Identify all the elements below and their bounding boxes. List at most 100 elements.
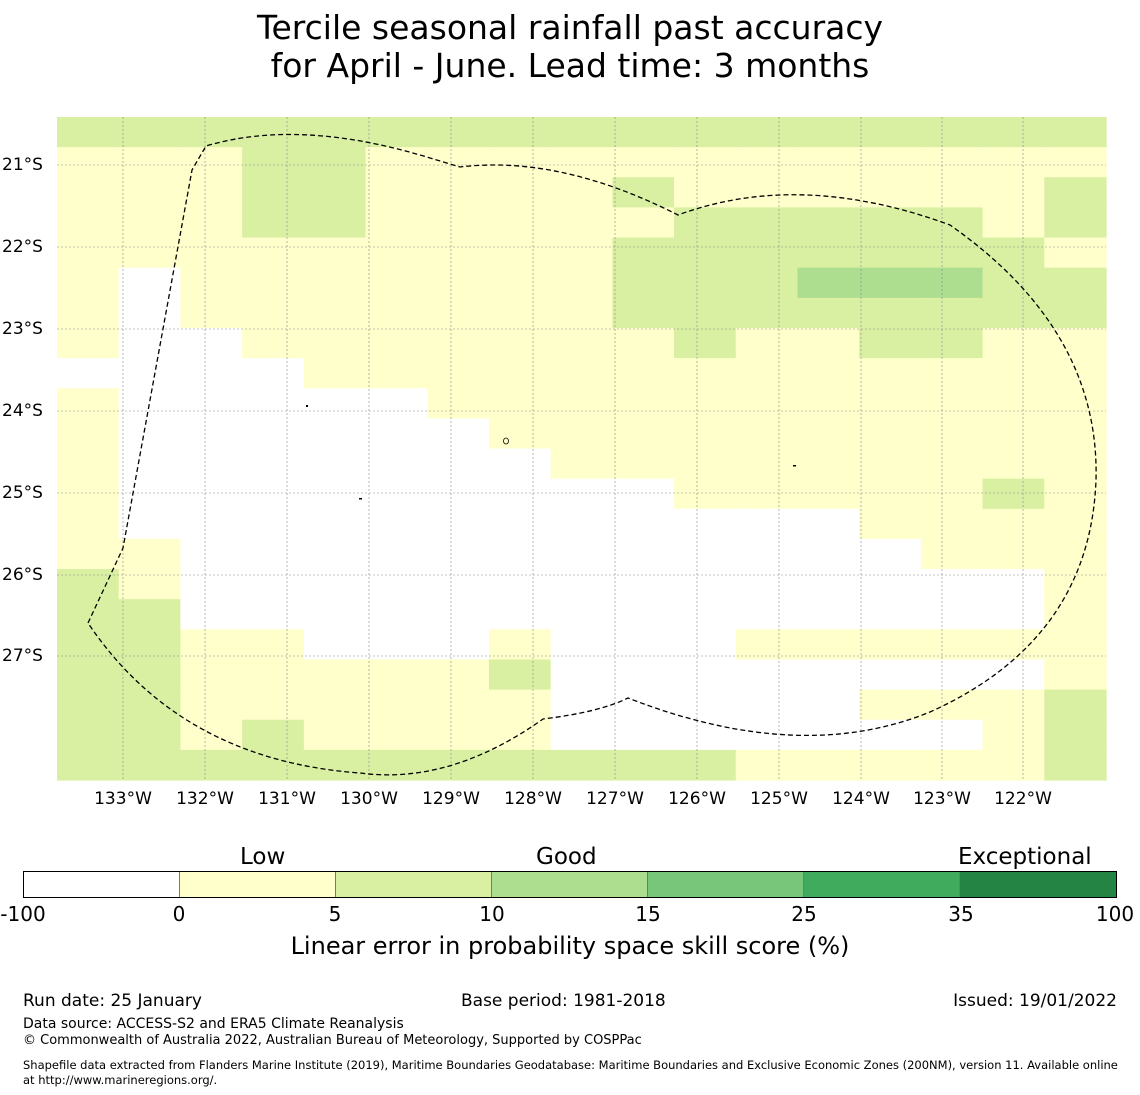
grid-cell: [1044, 297, 1107, 329]
issued-date: Issued: 19/01/2022: [953, 991, 1117, 1011]
grid-cell: [797, 599, 860, 630]
grid-cell: [365, 358, 428, 389]
grid-cell: [550, 207, 613, 239]
grid-cell: [612, 508, 675, 540]
grid-cell: [427, 689, 490, 721]
grid-cell: [735, 508, 799, 540]
grid-cell: [797, 448, 860, 480]
grid-cell: [118, 689, 182, 721]
grid-cell: [57, 388, 120, 419]
grid-cell: [982, 388, 1045, 419]
grid-cell: [303, 297, 367, 329]
grid-cell: [735, 659, 799, 691]
grid-cell: [303, 207, 367, 239]
lon-label: 127°W: [586, 789, 644, 809]
grid-cell: [674, 719, 737, 751]
grid-cell: [674, 177, 737, 209]
grid-cell: [488, 297, 552, 329]
grid-cell: [859, 569, 922, 600]
grid-cell: [859, 629, 922, 661]
grid-cell: [427, 147, 490, 178]
grid-cell: [859, 448, 922, 480]
grid-cell: [797, 418, 860, 450]
lat-label: 21°S: [2, 155, 43, 175]
grid-cell: [1044, 749, 1107, 781]
grid-cell: [797, 327, 860, 359]
grid-cell: [920, 297, 984, 329]
grid-cell: [242, 327, 305, 359]
grid-cell: [859, 599, 922, 630]
lon-label: 131°W: [258, 789, 316, 809]
grid-cell: [242, 659, 305, 691]
grid-cell: [57, 478, 120, 510]
grid-cell: [180, 388, 243, 419]
grid-cell: [674, 207, 737, 239]
grid-cell: [57, 719, 120, 751]
grid-cell: [674, 297, 737, 329]
grid-cell: [427, 629, 490, 661]
grid-cell: [1044, 719, 1107, 751]
grid-cell: [550, 599, 613, 630]
grid-cell: [242, 448, 305, 480]
grid-cell: [242, 117, 305, 148]
lat-label: 24°S: [2, 401, 43, 421]
grid-cell: [797, 147, 860, 178]
grid-cell: [242, 297, 305, 329]
grid-cell: [612, 207, 675, 239]
grid-cell: [427, 569, 490, 600]
grid-cell: [118, 267, 182, 299]
run-date: Run date: 25 January: [23, 991, 202, 1011]
colorbar-segment: [492, 872, 648, 897]
grid-cell: [488, 237, 552, 269]
grid-cell: [365, 719, 428, 751]
grid-cell: [427, 478, 490, 510]
grid-cell: [735, 267, 799, 299]
grid-cell: [1044, 448, 1107, 480]
colorbar-tick: 35: [948, 902, 974, 926]
grid-cell: [674, 237, 737, 269]
grid-cell: [797, 207, 860, 239]
lon-label: 128°W: [504, 789, 562, 809]
grid-cell: [180, 177, 243, 209]
grid-cell: [859, 388, 922, 419]
copyright: © Commonwealth of Australia 2022, Austra…: [23, 1033, 642, 1048]
grid-cell: [612, 689, 675, 721]
grid-cell: [982, 538, 1045, 570]
lon-label: 126°W: [668, 789, 726, 809]
grid-cell: [488, 569, 552, 600]
grid-cell: [982, 448, 1045, 480]
colorbar-tick: 100: [1095, 902, 1135, 926]
grid-cell: [427, 358, 490, 389]
grid-cell: [180, 358, 243, 389]
grid-cell: [57, 599, 120, 630]
grid-cell: [982, 569, 1045, 600]
grid-cell: [118, 237, 182, 269]
grid-cell: [982, 599, 1045, 630]
grid-cell: [735, 147, 799, 178]
grid-cell: [488, 689, 552, 721]
grid-cell: [920, 327, 984, 359]
grid-cell: [1044, 689, 1107, 721]
grid-cell: [859, 358, 922, 389]
legend-category-good: Good: [536, 844, 597, 870]
grid-cell: [674, 508, 737, 540]
grid-cell: [488, 508, 552, 540]
grid-cell: [118, 327, 182, 359]
island-marker: [503, 437, 509, 445]
grid-cell: [57, 508, 120, 540]
grid-cell: [57, 418, 120, 450]
grid-cell: [550, 327, 613, 359]
grid-cell: [612, 659, 675, 691]
colorbar-segment: [24, 872, 180, 897]
grid-cell: [365, 117, 428, 148]
grid-cell: [488, 117, 552, 148]
grid-cell: [365, 538, 428, 570]
grid-cell: [180, 448, 243, 480]
grid-cell: [365, 689, 428, 721]
grid-cell: [735, 207, 799, 239]
grid-cell: [242, 207, 305, 239]
grid-cell: [735, 297, 799, 329]
grid-cell: [797, 569, 860, 600]
grid-cell: [180, 267, 243, 299]
grid-cell: [118, 117, 182, 148]
